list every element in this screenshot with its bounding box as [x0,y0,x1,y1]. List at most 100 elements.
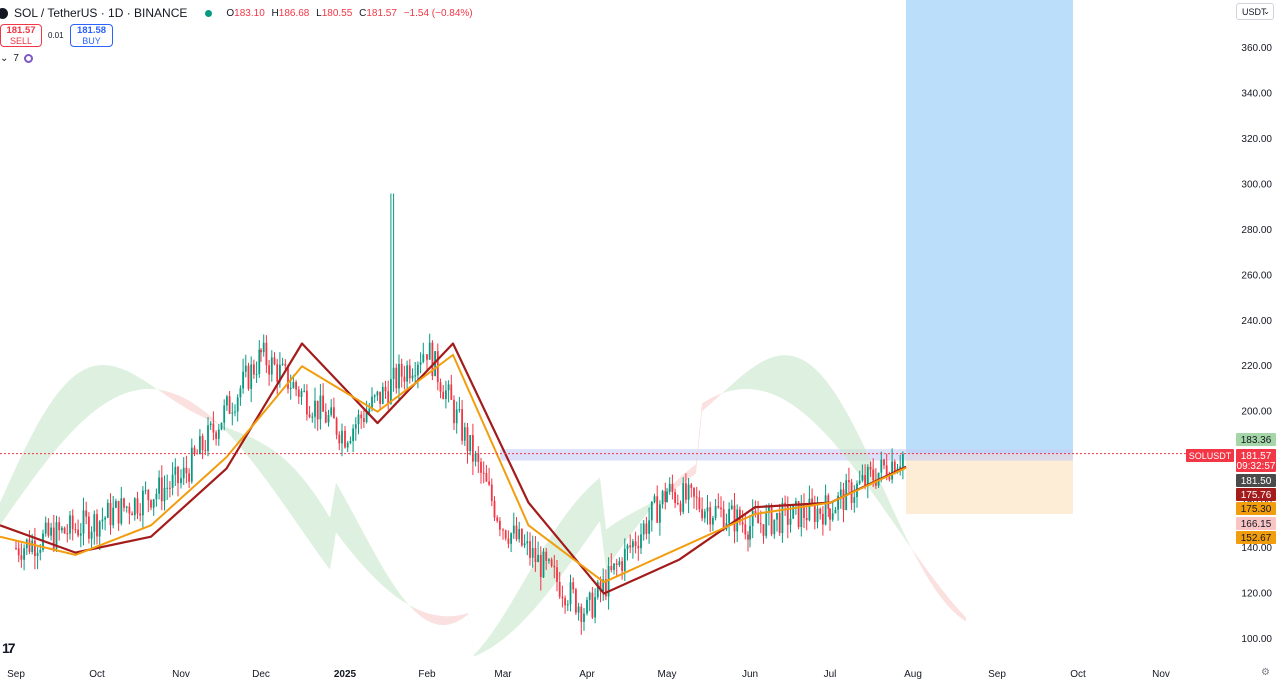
candle-body[interactable] [139,513,142,516]
candle-body[interactable] [85,510,88,517]
candle-body[interactable] [338,434,341,444]
candle-body[interactable] [297,389,300,397]
buy-button[interactable]: 181.58 BUY [70,24,113,47]
candle-body[interactable] [147,490,150,501]
candle-body[interactable] [789,518,792,525]
candle-body[interactable] [55,522,58,549]
candle-body[interactable] [327,414,330,423]
candle-body[interactable] [778,513,781,534]
candle-body[interactable] [784,502,786,505]
candle-body[interactable] [586,599,588,614]
candle-body[interactable] [17,548,20,556]
candle-body[interactable] [488,481,490,485]
candle-body[interactable] [106,502,109,518]
candle-body[interactable] [180,478,182,484]
candle-body[interactable] [829,508,831,520]
candle-body[interactable] [242,371,244,389]
indicator-icon[interactable] [23,54,33,63]
candle-body[interactable] [174,466,177,475]
candle-body[interactable] [193,447,196,454]
candle-body[interactable] [169,487,171,489]
candle-body[interactable] [659,504,661,523]
candle-body[interactable] [390,379,392,404]
candle-body[interactable] [303,390,306,392]
candle-body[interactable] [381,386,384,404]
candle-body[interactable] [74,529,77,531]
candle-body[interactable] [550,559,553,566]
candle-body[interactable] [403,376,406,382]
candle-body[interactable] [250,364,253,389]
candle-body[interactable] [523,543,526,546]
candle-body[interactable] [493,500,496,518]
candle-body[interactable] [255,374,258,376]
candle-body[interactable] [239,388,242,398]
candle-body[interactable] [762,524,765,536]
candle-body[interactable] [228,396,231,414]
candle-body[interactable] [112,507,115,526]
candle-body[interactable] [872,469,875,481]
candle-body[interactable] [839,489,842,496]
candle-body[interactable] [284,363,287,366]
candle-body[interactable] [324,411,327,423]
candle-body[interactable] [158,477,160,494]
candle-body[interactable] [537,555,539,563]
candle-body[interactable] [419,362,422,365]
candle-body[interactable] [869,466,872,470]
candle-body[interactable] [648,520,650,534]
candle-body[interactable] [469,435,472,451]
candle-body[interactable] [803,505,805,518]
candle-body[interactable] [765,513,768,536]
candle-body[interactable] [618,561,621,566]
candle-body[interactable] [502,529,504,531]
candle-body[interactable] [712,517,714,525]
candle-body[interactable] [417,364,419,376]
candle-body[interactable] [428,342,431,360]
candle-body[interactable] [797,501,800,528]
candle-body[interactable] [82,510,85,534]
candle-body[interactable] [371,396,373,409]
candle-body[interactable] [485,473,488,482]
symbol-title[interactable]: SOL / TetherUS · 1D · BINANCE [14,6,188,20]
candle-body[interactable] [431,342,434,377]
candle-body[interactable] [526,541,529,544]
candle-body[interactable] [645,523,648,534]
candle-body[interactable] [333,407,335,419]
baseline-line[interactable] [0,342,907,595]
candle-body[interactable] [47,522,50,536]
candle-body[interactable] [566,604,569,606]
candle-body[interactable] [244,365,247,372]
candle-body[interactable] [664,491,667,502]
candle-body[interactable] [875,480,877,486]
candle-body[interactable] [698,497,701,510]
candle-body[interactable] [902,454,904,467]
candle-body[interactable] [123,498,125,508]
candle-body[interactable] [685,483,687,500]
candle-body[interactable] [599,582,602,592]
candle-body[interactable] [28,539,31,552]
candle-body[interactable] [668,483,671,492]
candle-body[interactable] [848,480,850,483]
candle-body[interactable] [642,523,645,535]
candle-body[interactable] [831,513,834,520]
candle-body[interactable] [510,533,512,544]
currency-selector[interactable]: USDT ⌄ [1236,3,1274,20]
candle-body[interactable] [220,422,223,430]
candle-body[interactable] [395,367,398,389]
candle-body[interactable] [453,399,455,424]
candle-body[interactable] [36,552,39,557]
candle-body[interactable] [556,567,558,582]
candle-body[interactable] [518,529,521,540]
candle-body[interactable] [842,489,845,510]
candle-body[interactable] [58,522,61,531]
candle-body[interactable] [279,364,281,382]
candle-body[interactable] [813,503,816,523]
candle-body[interactable] [834,509,837,514]
candle-body[interactable] [461,409,463,441]
candle-body[interactable] [77,529,79,536]
candle-body[interactable] [682,483,685,512]
candle-body[interactable] [217,429,220,439]
candle-body[interactable] [341,430,343,444]
candle-body[interactable] [142,490,144,516]
candle-body[interactable] [363,418,365,423]
candle-body[interactable] [450,384,453,400]
